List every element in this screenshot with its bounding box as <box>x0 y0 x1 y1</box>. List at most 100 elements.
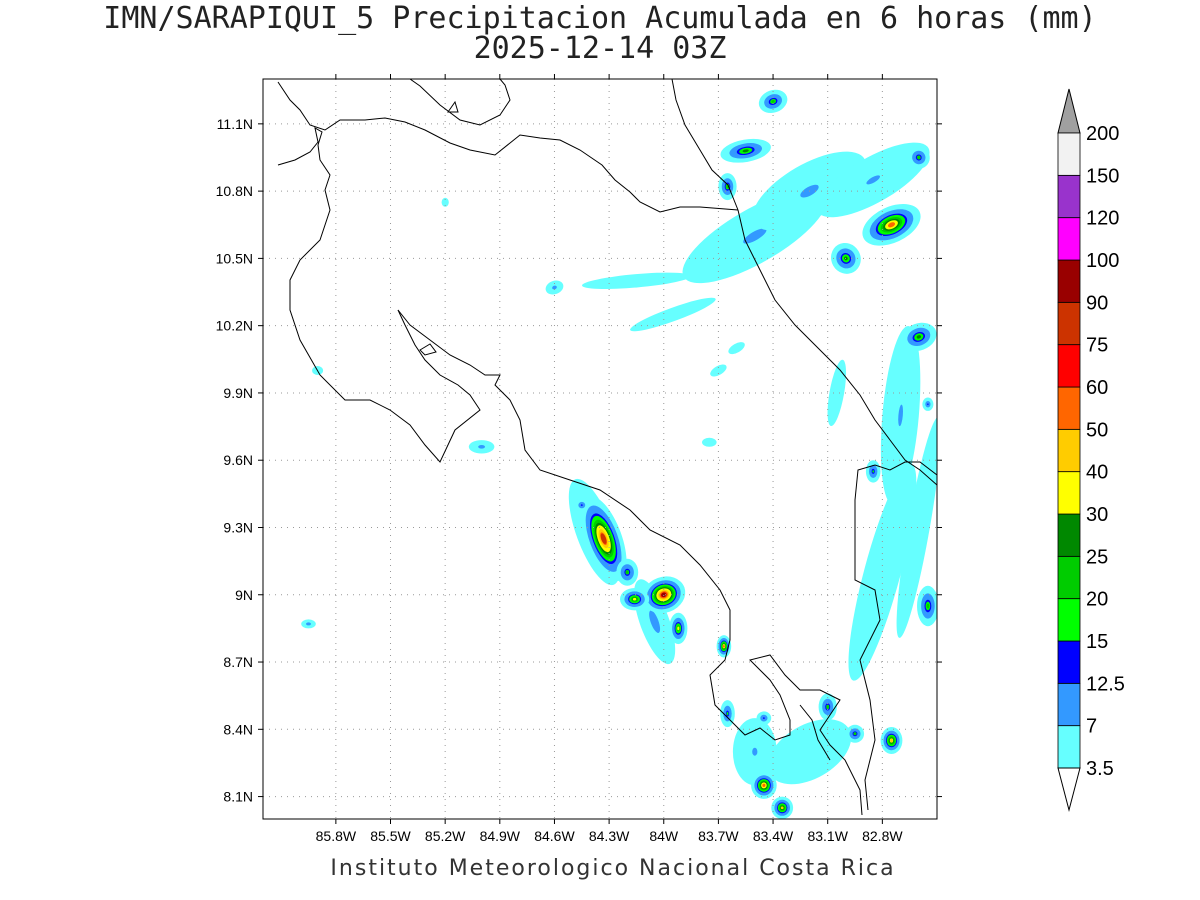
y-tick-label: 8.7N <box>223 654 253 670</box>
precip-contour <box>728 342 745 355</box>
osa-inner-coast <box>799 704 831 761</box>
panama-border-line <box>854 461 937 811</box>
colorbar-level-label: 3.5 <box>1086 758 1114 780</box>
precip-cell <box>818 693 837 721</box>
precip-cell <box>582 272 691 289</box>
colorbar-swatch <box>1057 174 1081 219</box>
colorbar-level-label: 15 <box>1086 631 1108 653</box>
precip-contour <box>917 156 921 159</box>
colorbar-swatch <box>1057 725 1081 769</box>
colorbar-level-label: 20 <box>1086 589 1108 611</box>
x-tick-label: 84.3W <box>589 828 630 844</box>
colorbar-swatch <box>1057 132 1081 176</box>
precip-contour <box>888 222 895 228</box>
precip-cell <box>848 463 917 681</box>
colorbar-swatch <box>1057 598 1081 642</box>
colorbar-swatch <box>1057 682 1081 727</box>
small-island <box>447 100 459 113</box>
precip-cell <box>845 724 865 743</box>
colorbar-level-label: 7 <box>1086 716 1097 738</box>
precip-cell <box>718 173 737 201</box>
colorbar-swatch <box>1057 344 1081 388</box>
nicaragua-caribbean-coast <box>671 79 739 211</box>
precip-cell <box>301 619 316 629</box>
colorbar-level-label: 120 <box>1086 208 1119 230</box>
colorbar-level-label: 90 <box>1086 292 1108 314</box>
x-tick-label: 83.7W <box>698 828 739 844</box>
gulf-of-nicoya-coast <box>397 309 863 816</box>
y-tick-label: 11.1N <box>217 116 253 132</box>
precip-contour <box>866 175 881 185</box>
precip-contour <box>927 403 929 405</box>
y-tick-label: 8.4N <box>223 721 253 737</box>
small-island <box>419 343 437 356</box>
precip-cell <box>771 796 794 819</box>
precip-contour <box>771 100 775 103</box>
precip-cell <box>758 89 788 114</box>
precip-contour <box>478 445 485 449</box>
x-tick-label: 85.2W <box>425 828 466 844</box>
colorbar-under-arrow <box>1057 767 1081 812</box>
map-title: IMN/SARAPIQUI_5 Precipitacion Acumulada … <box>103 1 1097 36</box>
precip-cell <box>827 359 847 427</box>
precipitation-field <box>301 89 937 819</box>
colorbar-level-label: 100 <box>1086 250 1119 272</box>
x-tick-label: 83.4W <box>753 828 794 844</box>
colorbar-swatch <box>1057 217 1081 261</box>
colorbar-swatch <box>1057 386 1081 430</box>
precip-contour <box>582 272 691 289</box>
precip-contour <box>762 783 766 787</box>
precip-cell <box>732 718 777 786</box>
precip-cell <box>880 326 921 505</box>
y-tick-label: 8.1N <box>223 789 253 805</box>
precip-cell <box>580 496 627 582</box>
caribbean-coast <box>737 209 937 486</box>
precip-contour <box>626 570 629 574</box>
precip-cell <box>720 700 735 728</box>
precip-contour <box>632 597 637 601</box>
precip-cell <box>620 588 650 611</box>
precip-contour <box>630 297 716 332</box>
x-tick-label: 84W <box>649 828 679 844</box>
longitude-axis: 85.8W 85.5W 85.2W 84.9W 84.6W 84.3W 84W 83.7W 83… <box>316 74 903 844</box>
lat-lon-grid <box>263 79 937 819</box>
precip-contour <box>723 645 725 648</box>
color-legend: 3.5 7 12.5 15 20 25 30 40 50 60 75 90 100 120 150 200 <box>1057 88 1125 812</box>
precip-contour <box>726 712 729 716</box>
precip-cell <box>468 440 495 454</box>
precip-contour <box>649 610 661 633</box>
precip-contour <box>780 806 784 810</box>
precip-cell <box>545 280 564 295</box>
precip-cell <box>816 142 930 218</box>
x-tick-label: 85.8W <box>316 828 357 844</box>
precip-contour <box>580 504 583 506</box>
precip-cell <box>441 197 449 207</box>
precip-contour <box>926 603 930 609</box>
precip-contour <box>742 149 749 153</box>
latitude-axis: 11.1N 10.8N 10.5N 10.2N 9.9N 9.6N 9.3N 9N 8.7N 8.… <box>216 116 942 805</box>
precip-cell <box>616 558 639 586</box>
precip-cell <box>751 771 777 799</box>
y-tick-label: 10.8N <box>216 183 253 199</box>
precip-contour <box>853 732 857 735</box>
colorbar-swatch <box>1057 259 1081 303</box>
precip-cell <box>720 138 771 163</box>
x-tick-label: 82.8W <box>862 828 903 844</box>
precip-cell <box>922 397 934 411</box>
colorbar-level-label: 50 <box>1086 419 1108 441</box>
precip-cell <box>865 460 881 483</box>
colorbar-level-label: 150 <box>1086 165 1119 187</box>
precip-cell <box>907 146 930 169</box>
precip-contour <box>661 592 667 598</box>
precip-contour <box>848 463 917 681</box>
colorbar-level-label: 25 <box>1086 546 1108 568</box>
precip-cell <box>896 417 937 638</box>
precip-contour <box>552 285 557 290</box>
x-tick-label: 84.9W <box>480 828 521 844</box>
colorbar-level-label: 30 <box>1086 504 1108 526</box>
y-tick-label: 9N <box>235 587 253 603</box>
precip-cell <box>901 322 937 352</box>
precip-cell <box>669 612 688 645</box>
nicaragua-lake-shore <box>409 79 511 126</box>
